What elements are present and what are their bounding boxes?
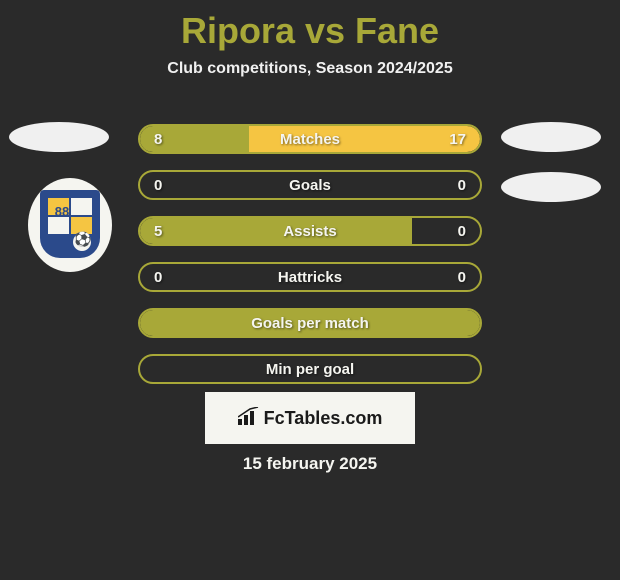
ball-icon xyxy=(72,232,92,252)
stat-row-assists: 5 Assists 0 xyxy=(138,216,482,246)
stat-label: Hattricks xyxy=(140,264,480,290)
date-text: 15 february 2025 xyxy=(0,454,620,474)
stat-row-matches: 8 Matches 17 xyxy=(138,124,482,154)
club-badge-left: 88 xyxy=(28,178,112,272)
stat-value-right: 0 xyxy=(458,218,466,244)
badge-number: 88 xyxy=(40,204,84,219)
stat-label: Goals per match xyxy=(140,310,480,336)
stat-value-right: 0 xyxy=(458,172,466,198)
stats-list: 8 Matches 17 0 Goals 0 5 Assists 0 0 Hat… xyxy=(138,124,482,400)
subtitle: Club competitions, Season 2024/2025 xyxy=(0,60,620,78)
stat-row-goals-per-match: Goals per match xyxy=(138,308,482,338)
brand-text: FcTables.com xyxy=(264,408,383,429)
club-badge-right xyxy=(501,172,601,202)
stats-card: Ripora vs Fane Club competitions, Season… xyxy=(0,0,620,580)
badge-shield: 88 xyxy=(40,190,100,258)
page-title: Ripora vs Fane xyxy=(0,0,620,52)
stat-value-right: 17 xyxy=(449,126,466,152)
player-avatar-right xyxy=(501,122,601,152)
stat-label: Min per goal xyxy=(140,356,480,382)
badge-circle: 88 xyxy=(28,178,112,272)
brand-box[interactable]: FcTables.com xyxy=(205,392,415,444)
stat-label: Matches xyxy=(140,126,480,152)
player-avatar-left xyxy=(9,122,109,152)
stat-label: Assists xyxy=(140,218,480,244)
stat-row-goals: 0 Goals 0 xyxy=(138,170,482,200)
stat-row-min-per-goal: Min per goal xyxy=(138,354,482,384)
stat-value-right: 0 xyxy=(458,264,466,290)
chart-icon xyxy=(238,407,260,430)
stat-row-hattricks: 0 Hattricks 0 xyxy=(138,262,482,292)
stat-label: Goals xyxy=(140,172,480,198)
